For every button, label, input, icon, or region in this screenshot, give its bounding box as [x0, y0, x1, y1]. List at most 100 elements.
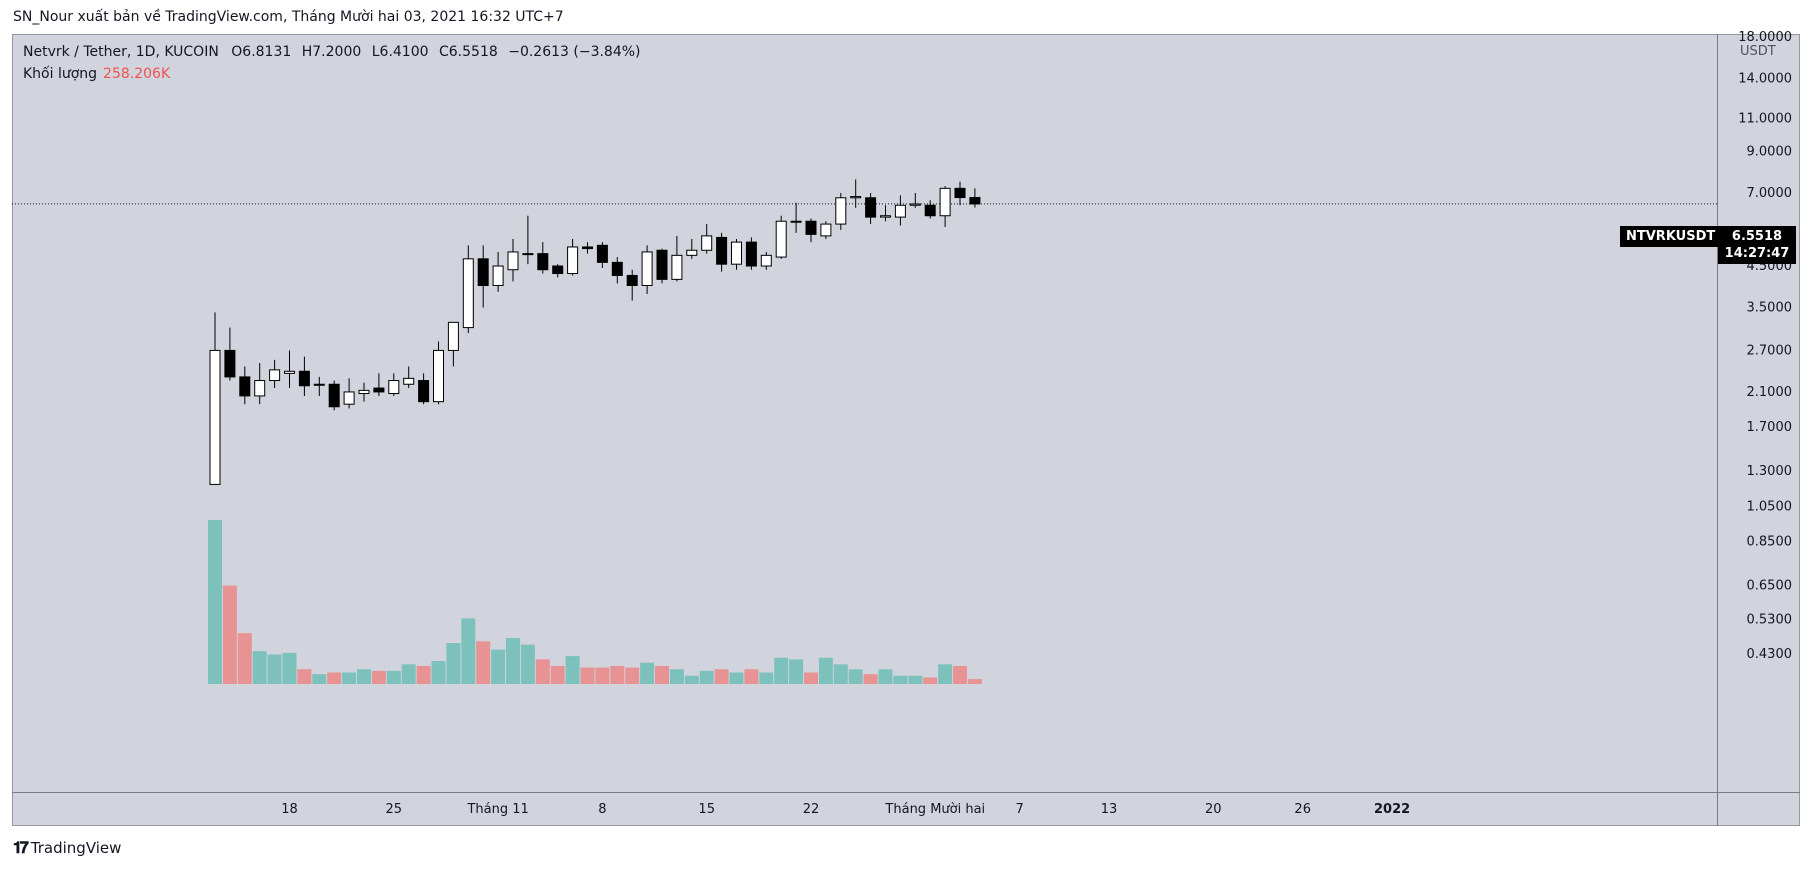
- close-key: C: [438, 44, 449, 60]
- candle-body: [880, 215, 891, 218]
- candle-body: [641, 251, 653, 286]
- candle-body: [298, 370, 310, 387]
- candle-body: [865, 197, 877, 218]
- time-tick-label: 26: [1294, 802, 1311, 817]
- price-tick-label: 14.0000: [1738, 71, 1792, 86]
- volume-bar: [923, 677, 938, 684]
- tradingview-logo[interactable]: 𝟏𝟕 TradingView: [13, 838, 121, 858]
- low-value: 6.4100: [379, 44, 429, 60]
- last-price-box: 6.5518 14:27:47: [1718, 226, 1796, 264]
- price-tick-label: 0.8500: [1747, 534, 1793, 549]
- volume-bar: [565, 656, 580, 684]
- candle-body: [686, 249, 698, 256]
- price-tick-label: 1.0500: [1747, 499, 1793, 514]
- candle-body: [358, 389, 370, 395]
- volume-bar: [759, 672, 774, 684]
- volume-bar: [208, 520, 222, 684]
- volume-bar: [535, 659, 550, 684]
- price-tick-label: 2.1000: [1747, 385, 1793, 400]
- price-tick-label: 1.3000: [1747, 464, 1793, 479]
- volume-bar: [342, 672, 357, 684]
- volume-bar: [908, 675, 923, 684]
- candle-body: [433, 349, 444, 403]
- volume-bar: [818, 657, 833, 684]
- candle-body: [850, 196, 862, 199]
- volume-bar: [669, 669, 684, 684]
- volume-bar: [491, 649, 506, 684]
- candle-body: [894, 204, 906, 218]
- volume-bar: [237, 633, 252, 684]
- candle-body: [313, 383, 325, 386]
- change-value: −0.2613 (−3.84%): [508, 44, 641, 60]
- volume-bar: [520, 644, 535, 684]
- candle-body: [343, 391, 355, 405]
- volume-bar: [461, 618, 476, 684]
- volume-bar: [282, 652, 297, 684]
- volume-bar: [297, 669, 312, 684]
- candle-body: [775, 220, 787, 258]
- symbol-title[interactable]: Netvrk / Tether, 1D, KUCOIN: [23, 44, 219, 60]
- candle-body: [969, 196, 981, 205]
- candle-body: [224, 349, 236, 378]
- price-tick-label: 18.0000: [1738, 30, 1792, 45]
- candle-body: [239, 376, 251, 397]
- volume-bar: [655, 665, 669, 684]
- price-tick-label: 2.7000: [1747, 343, 1793, 358]
- candle-body: [507, 251, 519, 271]
- volume-bar: [312, 674, 327, 684]
- candle-body: [209, 349, 221, 485]
- candle-body: [596, 244, 608, 263]
- volume-bar: [684, 675, 699, 684]
- price-tick-label: 11.0000: [1738, 111, 1792, 126]
- candle-body: [671, 254, 683, 280]
- volume-bar: [416, 665, 431, 684]
- volume-bar: [863, 674, 878, 684]
- price-axis-separator: [1717, 34, 1718, 826]
- price-tick-label: 0.6500: [1747, 579, 1793, 594]
- volume-bar: [357, 669, 371, 684]
- candle-body: [477, 258, 489, 286]
- time-tick-label: Tháng 11: [466, 802, 528, 817]
- symbol-price-label: NTVRKUSDT: [1620, 226, 1722, 247]
- volume-bar: [967, 679, 982, 684]
- volume-label[interactable]: Khối lượng: [23, 66, 98, 82]
- candle-body: [835, 197, 847, 225]
- volume-bar: [506, 638, 520, 684]
- volume-bar: [699, 670, 714, 684]
- price-tick-label: 0.5300: [1747, 612, 1793, 627]
- chart-pane[interactable]: [12, 34, 1800, 826]
- time-tick-label: 13: [1101, 802, 1118, 817]
- candle-body: [626, 274, 638, 286]
- candle-body: [760, 254, 772, 267]
- candle-body: [909, 203, 921, 206]
- last-price-value: 6.5518: [1731, 229, 1783, 244]
- candle-body: [373, 387, 385, 393]
- candle-body: [716, 236, 728, 265]
- high-key: H: [301, 44, 313, 60]
- volume-bar: [804, 672, 818, 684]
- volume-bar: [476, 641, 491, 684]
- volume-bar: [610, 665, 625, 684]
- candle-body: [462, 258, 474, 329]
- candle-body: [522, 253, 534, 256]
- open-value: 6.8131: [242, 44, 292, 60]
- time-tick-label: Tháng Mười hai: [884, 802, 985, 817]
- close-value: 6.5518: [448, 44, 498, 60]
- symbol-legend: Netvrk / Tether, 1D, KUCOIN O6.8131 H7.2…: [23, 44, 641, 60]
- bar-countdown: 14:27:47: [1724, 246, 1790, 261]
- volume-bar: [401, 664, 416, 684]
- candle-body: [820, 223, 832, 237]
- volume-bar: [938, 664, 953, 684]
- candle-body: [269, 369, 281, 382]
- volume-bar: [252, 651, 267, 684]
- price-tick-label: 3.5000: [1747, 301, 1793, 316]
- tradingview-logo-icon: 𝟏𝟕: [13, 838, 29, 857]
- volume-bar: [327, 672, 342, 684]
- candle-body: [254, 380, 266, 397]
- volume-legend: Khối lượng 258.206K: [23, 66, 170, 82]
- high-value: 7.2000: [312, 44, 362, 60]
- volume-bar: [386, 670, 401, 684]
- time-tick-label: 8: [598, 802, 606, 817]
- volume-bar: [744, 669, 759, 684]
